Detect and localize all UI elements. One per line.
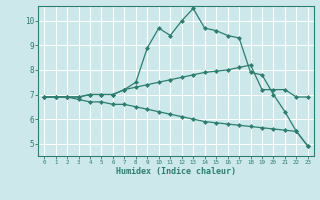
X-axis label: Humidex (Indice chaleur): Humidex (Indice chaleur) — [116, 167, 236, 176]
